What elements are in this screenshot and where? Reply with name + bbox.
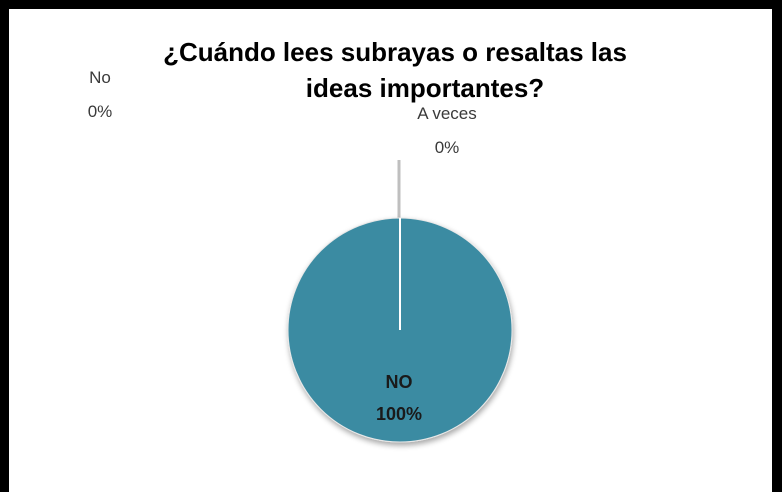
chart-title-line-2: ideas importantes? (306, 73, 544, 103)
pie-slices (287, 217, 513, 443)
label-no-main-category: NO (386, 372, 413, 392)
label-a-veces-category: A veces (417, 104, 477, 123)
label-no-category: No (89, 68, 111, 87)
label-no-percent: 0% (88, 102, 113, 121)
label-a-veces-percent: 0% (435, 138, 460, 157)
label-no-main-percent: 100% (376, 404, 422, 424)
chart-title-line-1: ¿Cuándo lees subrayas o resaltas las (163, 37, 627, 67)
